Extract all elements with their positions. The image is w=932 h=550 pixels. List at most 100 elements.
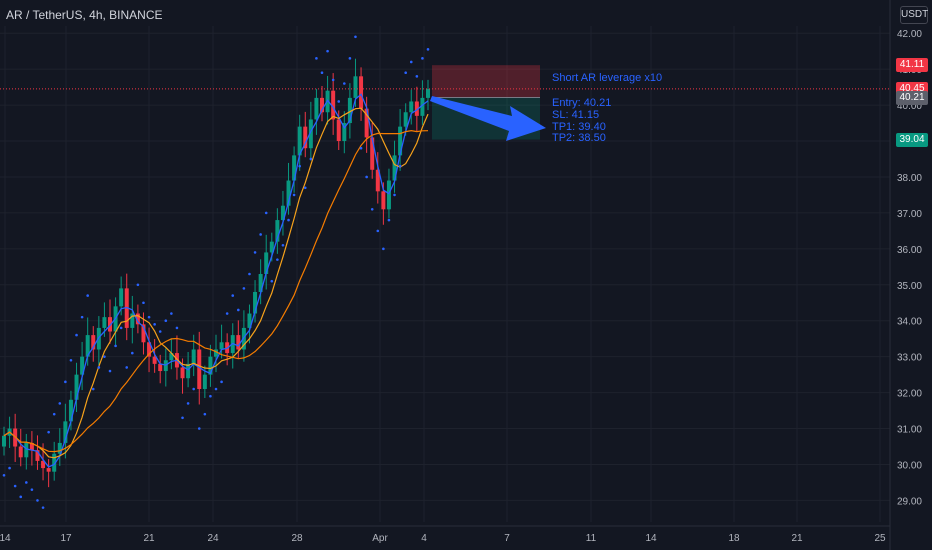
candle-body bbox=[359, 76, 364, 109]
sar-dot bbox=[158, 330, 162, 333]
sar-dot bbox=[214, 387, 218, 391]
sar-dot bbox=[103, 355, 106, 358]
candle-body bbox=[158, 363, 163, 372]
candle-body bbox=[80, 356, 85, 375]
y-tick-label: 42.00 bbox=[897, 29, 922, 40]
sar-dot bbox=[331, 78, 335, 82]
sar-dot bbox=[270, 279, 274, 283]
price-tag: 40.21 bbox=[896, 90, 928, 105]
y-tick-label: 38.00 bbox=[897, 173, 922, 184]
candle-body bbox=[403, 112, 408, 127]
candle-body bbox=[135, 313, 140, 325]
sar-dot bbox=[30, 488, 34, 491]
sar-dot bbox=[220, 380, 223, 384]
candle-body bbox=[286, 180, 291, 206]
y-tick-label: 33.00 bbox=[897, 353, 922, 364]
position-title: Short AR leverage x10 bbox=[552, 72, 663, 84]
candle-body bbox=[292, 155, 297, 181]
sar-dot bbox=[259, 233, 262, 236]
sar-dot bbox=[97, 366, 101, 369]
ma-slow-line bbox=[3, 129, 429, 453]
candle-body bbox=[314, 97, 319, 120]
sar-dot bbox=[13, 484, 17, 488]
candle-body bbox=[280, 205, 285, 221]
candle-body bbox=[24, 442, 29, 458]
candle-body bbox=[18, 446, 23, 458]
sar-dot bbox=[376, 229, 380, 233]
stop-loss-label: SL: 41.15 bbox=[552, 109, 600, 121]
y-tick-label: 32.00 bbox=[897, 389, 922, 400]
candle-body bbox=[85, 335, 90, 357]
sar-dot bbox=[276, 258, 279, 261]
candle-body bbox=[208, 356, 213, 375]
candle-body bbox=[35, 450, 40, 461]
sar-dot bbox=[248, 272, 251, 276]
sar-dot bbox=[170, 312, 173, 315]
y-tick-label: 34.00 bbox=[897, 317, 922, 328]
sar-dot bbox=[36, 499, 39, 502]
x-tick-label: 18 bbox=[728, 533, 740, 544]
x-tick-label: 4 bbox=[421, 533, 427, 544]
candle-body bbox=[68, 399, 73, 422]
take-profit-2-label: TP2: 38.50 bbox=[552, 132, 606, 144]
candle-body bbox=[414, 101, 419, 116]
candle-body bbox=[370, 137, 375, 170]
sar-dot bbox=[365, 175, 368, 179]
candle-body bbox=[308, 119, 313, 149]
sar-dot bbox=[354, 35, 357, 39]
candle-body bbox=[420, 97, 425, 116]
sar-dot bbox=[2, 473, 6, 477]
sar-dot bbox=[64, 380, 67, 384]
candle-body bbox=[275, 220, 280, 242]
candle-body bbox=[336, 119, 341, 142]
candle-body bbox=[186, 363, 191, 379]
candle-body bbox=[320, 97, 324, 113]
candle-body bbox=[191, 349, 196, 364]
sar-dot bbox=[398, 164, 402, 168]
candle-body bbox=[197, 349, 202, 390]
sar-dot bbox=[303, 186, 307, 190]
x-tick-label: 11 bbox=[586, 533, 597, 544]
sar-dot bbox=[343, 82, 346, 85]
sar-dot bbox=[114, 344, 117, 348]
sar-dot bbox=[75, 333, 78, 337]
candle-body bbox=[102, 317, 107, 328]
candle-body bbox=[147, 342, 152, 357]
sar-dot bbox=[153, 323, 156, 326]
candle-body bbox=[426, 88, 430, 98]
candle-body bbox=[63, 421, 68, 443]
sar-dot bbox=[225, 312, 229, 315]
x-tick-label: 14 bbox=[0, 533, 11, 544]
price-tag: 41.11 bbox=[896, 58, 928, 73]
x-tick-label: Apr bbox=[372, 533, 388, 544]
candle-body bbox=[202, 374, 207, 390]
direction-arrow bbox=[430, 96, 546, 141]
candle-body bbox=[180, 367, 185, 379]
y-tick-label: 37.00 bbox=[897, 209, 922, 220]
sar-dot bbox=[298, 164, 301, 168]
y-tick-label: 29.00 bbox=[897, 496, 922, 507]
sar-dot bbox=[370, 208, 374, 211]
candle-body bbox=[46, 468, 51, 472]
x-tick-label: 17 bbox=[60, 533, 72, 544]
currency-unit-button[interactable]: USDT bbox=[900, 6, 928, 24]
sar-dot bbox=[192, 387, 195, 391]
candle-body bbox=[264, 252, 269, 274]
candle-body bbox=[297, 126, 302, 156]
sar-dot bbox=[387, 218, 391, 222]
sar-dot bbox=[19, 495, 23, 499]
sar-dot bbox=[86, 294, 89, 297]
x-tick-label: 14 bbox=[645, 533, 657, 544]
candle-body bbox=[241, 327, 246, 350]
y-tick-label: 30.00 bbox=[897, 460, 922, 471]
sar-dot bbox=[186, 402, 190, 405]
y-tick-label: 35.00 bbox=[897, 281, 922, 292]
candle-body bbox=[236, 335, 241, 350]
sar-dot bbox=[181, 416, 184, 420]
x-tick-label: 7 bbox=[504, 533, 510, 544]
candle-body bbox=[247, 313, 252, 328]
sar-dot bbox=[315, 57, 318, 60]
candle-body bbox=[74, 374, 79, 400]
